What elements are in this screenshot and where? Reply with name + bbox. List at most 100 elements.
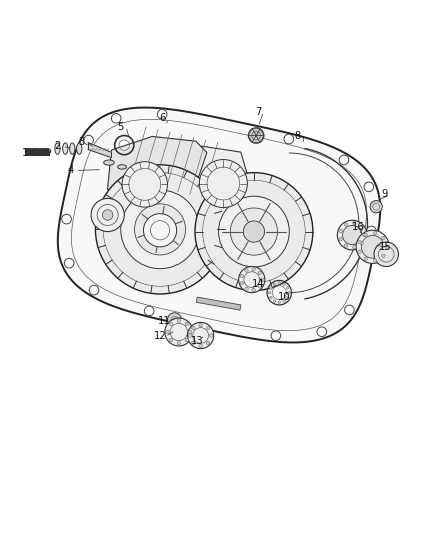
Polygon shape	[58, 108, 380, 343]
Circle shape	[169, 322, 173, 326]
Circle shape	[364, 233, 367, 237]
Text: 5: 5	[117, 122, 124, 132]
Circle shape	[283, 283, 286, 286]
Circle shape	[188, 330, 192, 334]
Circle shape	[145, 306, 154, 316]
Polygon shape	[107, 136, 207, 207]
Circle shape	[89, 285, 99, 295]
Circle shape	[209, 334, 213, 337]
Ellipse shape	[77, 143, 82, 154]
Circle shape	[286, 287, 289, 289]
Circle shape	[144, 214, 177, 247]
Circle shape	[191, 326, 195, 330]
Circle shape	[230, 208, 278, 255]
Circle shape	[95, 165, 225, 294]
Polygon shape	[248, 135, 256, 142]
Text: 13: 13	[191, 336, 204, 346]
Circle shape	[206, 341, 210, 345]
Circle shape	[199, 159, 247, 207]
Circle shape	[244, 221, 265, 242]
Circle shape	[169, 338, 173, 342]
Text: 7: 7	[255, 107, 261, 117]
Polygon shape	[256, 135, 264, 142]
Polygon shape	[252, 128, 260, 135]
Circle shape	[191, 341, 195, 345]
Circle shape	[353, 245, 356, 249]
Circle shape	[261, 278, 264, 281]
Circle shape	[167, 313, 181, 327]
Circle shape	[356, 230, 389, 263]
Circle shape	[373, 259, 377, 262]
Text: 6: 6	[159, 113, 166, 123]
Circle shape	[283, 300, 286, 302]
Circle shape	[271, 331, 281, 341]
Circle shape	[339, 238, 343, 241]
Circle shape	[187, 322, 214, 349]
Circle shape	[344, 223, 348, 226]
Circle shape	[134, 204, 186, 255]
Circle shape	[166, 330, 169, 334]
Circle shape	[385, 245, 389, 248]
Polygon shape	[256, 128, 264, 135]
Circle shape	[273, 283, 276, 286]
Circle shape	[240, 274, 244, 278]
Circle shape	[91, 198, 124, 231]
Circle shape	[245, 269, 248, 272]
Text: 3: 3	[78, 137, 85, 147]
Circle shape	[337, 220, 367, 250]
Circle shape	[360, 225, 363, 229]
Ellipse shape	[104, 160, 114, 165]
Circle shape	[177, 342, 180, 345]
Circle shape	[240, 281, 244, 285]
Circle shape	[185, 322, 189, 326]
Circle shape	[358, 240, 361, 244]
Ellipse shape	[118, 165, 127, 169]
Ellipse shape	[70, 143, 75, 154]
Circle shape	[111, 114, 121, 123]
Circle shape	[278, 301, 281, 304]
Circle shape	[148, 217, 172, 241]
Circle shape	[102, 210, 113, 220]
Circle shape	[284, 134, 293, 144]
Circle shape	[364, 182, 374, 192]
Circle shape	[121, 190, 199, 269]
Circle shape	[258, 285, 261, 288]
Circle shape	[278, 282, 281, 285]
Circle shape	[367, 226, 376, 236]
Circle shape	[270, 287, 272, 289]
Circle shape	[373, 231, 377, 235]
Circle shape	[339, 155, 349, 165]
Circle shape	[360, 241, 363, 245]
Circle shape	[270, 296, 272, 299]
Circle shape	[252, 268, 255, 271]
Ellipse shape	[55, 143, 60, 154]
Circle shape	[374, 242, 399, 266]
Text: 16: 16	[352, 222, 365, 232]
Text: 1: 1	[21, 148, 28, 158]
Polygon shape	[252, 135, 260, 142]
Circle shape	[288, 292, 290, 294]
Circle shape	[165, 318, 193, 346]
Circle shape	[381, 236, 385, 240]
Circle shape	[364, 257, 367, 261]
Circle shape	[381, 254, 385, 257]
Polygon shape	[196, 297, 241, 310]
Circle shape	[317, 327, 327, 336]
Circle shape	[177, 319, 180, 322]
Circle shape	[219, 196, 289, 267]
Text: 15: 15	[378, 242, 391, 252]
Circle shape	[370, 200, 382, 213]
Circle shape	[157, 109, 167, 119]
Polygon shape	[88, 142, 111, 157]
Text: 11: 11	[158, 316, 171, 326]
Circle shape	[199, 344, 202, 348]
Circle shape	[64, 259, 74, 268]
Circle shape	[286, 296, 289, 299]
Text: 12: 12	[154, 332, 166, 341]
Text: 2: 2	[54, 141, 60, 151]
Circle shape	[62, 214, 71, 224]
Circle shape	[268, 292, 271, 294]
Circle shape	[344, 244, 348, 247]
Text: 10: 10	[278, 292, 291, 302]
Circle shape	[245, 287, 248, 290]
